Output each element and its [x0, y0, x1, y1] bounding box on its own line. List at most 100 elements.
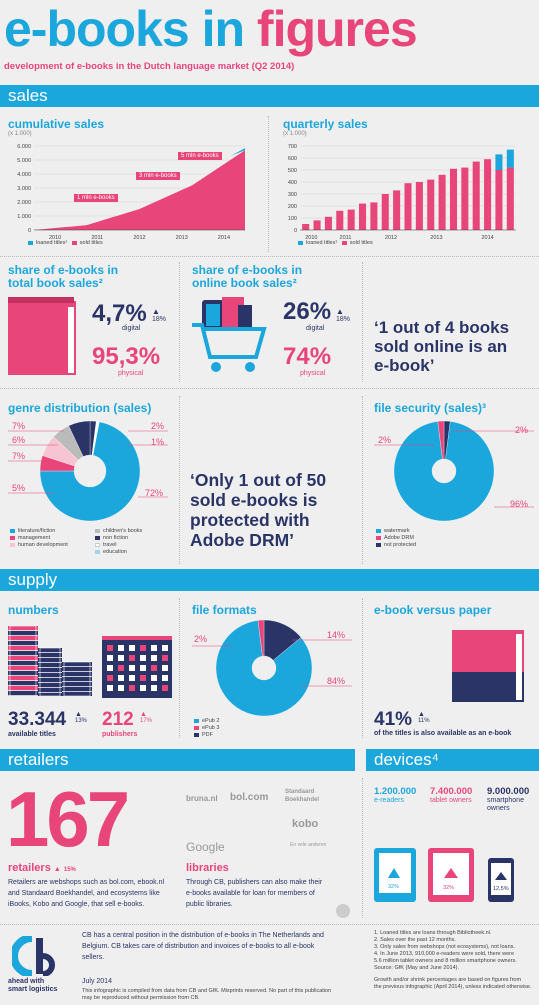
book-stripe: [8, 641, 38, 646]
security-label-3: 96%: [510, 499, 529, 509]
building-window: [118, 645, 124, 651]
titles-growth: ▲ 13%: [75, 711, 88, 724]
titles-value: 33.344: [8, 709, 67, 730]
book-stripe: [62, 692, 92, 696]
book-stripe: [8, 626, 38, 631]
phones-pct: 12,5%: [493, 886, 509, 892]
q-bar-sold: [415, 182, 423, 230]
q-xtick: 2010: [305, 235, 317, 241]
q-bar-sold: [393, 190, 401, 230]
q-bar-loaned: [495, 154, 503, 170]
q-bar-sold: [381, 194, 389, 230]
building-window: [151, 685, 157, 691]
genre-label-7: 72%: [145, 488, 164, 498]
cum-area: [34, 148, 245, 230]
paper-pct: 41%: [374, 709, 413, 730]
up-arrow-icon: ▲: [53, 866, 61, 873]
q-bar-sold: [484, 159, 492, 230]
page-title: e-books in figures: [4, 0, 418, 58]
book-stripe: [62, 672, 92, 677]
section-devices: devices⁴: [366, 749, 539, 771]
formats-title: file formats: [192, 603, 257, 617]
book-stripe: [8, 681, 38, 686]
logo-google: Google: [186, 840, 225, 854]
q-ytick: 200: [288, 204, 297, 210]
book-stripe: [62, 667, 92, 672]
logo-kobo: kobo: [292, 818, 319, 830]
formats-label-2: 14%: [327, 630, 346, 640]
q-xtick: 2012: [385, 235, 397, 241]
retailers-count: 167: [6, 775, 130, 863]
quarterly-unit: (x 1.000): [283, 131, 307, 137]
book-stack-outline: [9, 626, 37, 696]
q-xtick: 2011: [340, 235, 352, 241]
building-window: [140, 685, 146, 691]
cum-xtick: 2010: [49, 235, 61, 241]
book-stripe: [38, 663, 62, 668]
q-bar-sold: [324, 216, 332, 230]
building-window: [162, 675, 168, 681]
building-window: [118, 665, 124, 671]
q-bar-sold: [302, 224, 310, 230]
security-legend: watermark Adobe DRM not protected: [376, 528, 416, 549]
libraries-title: libraries: [186, 862, 229, 874]
book-stripe: [38, 653, 62, 658]
q-xtick: 2013: [430, 235, 442, 241]
section-sales: sales: [0, 85, 539, 107]
phones-value: 9.000.000: [487, 786, 530, 797]
q-bar-sold: [427, 179, 435, 230]
building-window: [140, 655, 146, 661]
book-stripe: [62, 662, 92, 667]
q-bar-sold: [461, 167, 469, 230]
book-stripe: [38, 688, 62, 693]
callout-5mln: 5 mln e-books: [178, 152, 222, 160]
book-ebook-icon: [452, 630, 524, 702]
q-ytick: 500: [288, 168, 297, 174]
share-total-title: share of e-books in total book sales²: [8, 263, 119, 290]
genre-label-6: 1%: [151, 437, 165, 447]
security-donut: [374, 420, 534, 522]
logo-bruna: bruna.nl: [186, 794, 218, 803]
security-label-1: 2%: [378, 435, 392, 445]
genre-label-3: 7%: [12, 451, 26, 461]
publishers-label: publishers: [102, 731, 138, 738]
book-stripe: [62, 687, 92, 692]
cum-legend-loaned: loaned titles¹: [36, 240, 68, 246]
building-window: [151, 675, 157, 681]
section-supply: supply: [0, 569, 539, 591]
building-window: [140, 675, 146, 681]
building-window: [107, 645, 113, 651]
building-window: [107, 685, 113, 691]
book-stripe: [8, 631, 38, 636]
genre-label-4: 5%: [12, 483, 26, 493]
book-stripe: [8, 651, 38, 656]
logo-standaard: Standaard Boekhandel: [285, 789, 320, 803]
libraries-text: Through CB, publishers can also make the…: [186, 879, 323, 908]
section-retailers: retailers: [0, 749, 355, 771]
phones-label: smartphone owners: [487, 797, 524, 812]
building-window: [129, 645, 135, 651]
quarterly-title: quarterly sales: [283, 117, 368, 131]
cum-ytick: 5.000: [17, 158, 31, 164]
q-ytick: 700: [288, 144, 297, 150]
up-arrow-icon: ▲: [336, 307, 344, 316]
book-stripe: [8, 676, 38, 681]
building-window: [151, 655, 157, 661]
paper-growth: ▲ 11%: [418, 711, 430, 724]
building-icon: [102, 636, 172, 698]
paper-label: of the titles is also available as an e-…: [374, 730, 512, 737]
cum-ytick: 1.000: [17, 214, 31, 220]
ereaders-pct: 32%: [388, 884, 400, 890]
cum-xtick: 2013: [176, 235, 188, 241]
book-stripe: [38, 693, 62, 696]
building-window: [129, 665, 135, 671]
q-yaxis: 700 600 500 400 300 200 100 0: [288, 144, 516, 234]
formats-slice: [215, 620, 313, 717]
devices-icons: [374, 848, 514, 902]
footnotes: 1. Loaned titles are loans through Bibli…: [374, 930, 532, 990]
quote-1-in-50: ‘Only 1 out of 50 sold e-books is protecte…: [190, 470, 327, 550]
cum-legend-sold: sold titles: [79, 240, 103, 246]
q-legend-sold: sold titles: [349, 240, 373, 246]
building-window: [162, 645, 168, 651]
cum-xaxis: 2010 2011 2012 2013 2014: [34, 229, 245, 241]
